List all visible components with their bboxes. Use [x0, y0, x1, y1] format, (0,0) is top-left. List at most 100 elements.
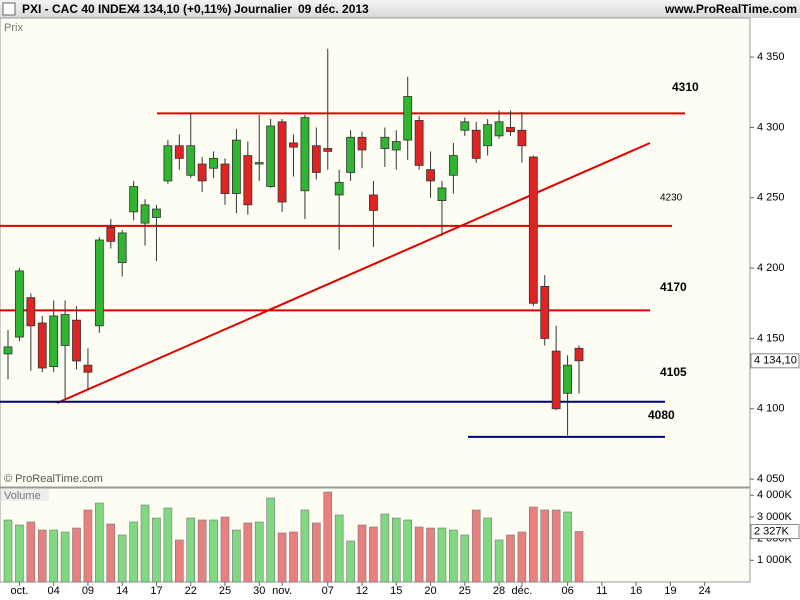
date: 09 déc. 2013	[298, 2, 369, 16]
y-tick-label: 4 300	[757, 121, 785, 133]
candle-body	[471, 129, 481, 159]
x-tick-label: 25	[459, 585, 471, 597]
x-tick-label: oct.	[11, 585, 29, 597]
candle-body	[37, 322, 47, 369]
menu-icon[interactable]	[2, 2, 16, 16]
x-tick-label: 06	[561, 585, 573, 597]
candle-body	[83, 364, 93, 373]
volume-bar	[26, 521, 36, 583]
candle-body	[403, 96, 413, 141]
candle-body	[49, 315, 59, 367]
volume-bar	[483, 517, 492, 583]
candle-body	[163, 145, 173, 182]
candle-body	[414, 120, 424, 166]
symbol: PXI - CAC 40 INDEX	[22, 2, 135, 16]
volume-bar	[83, 509, 93, 583]
volume-bar	[449, 529, 458, 583]
volume-bar	[220, 516, 230, 583]
candle-body	[391, 141, 401, 151]
y-tick-label: 4 250	[757, 192, 785, 204]
volume-bar	[540, 509, 550, 583]
volume-bar	[437, 527, 447, 583]
candle-body	[220, 163, 230, 194]
x-tick-label: nov.	[272, 585, 292, 597]
volume-bar	[37, 529, 47, 583]
volume-bar	[49, 529, 58, 583]
candle-body	[323, 148, 333, 152]
header-bar	[0, 0, 800, 18]
candle-body	[15, 270, 24, 338]
x-tick-label: 19	[664, 585, 676, 597]
candle-body	[106, 226, 116, 242]
x-tick-label: 04	[48, 585, 60, 597]
trend-line	[56, 142, 651, 404]
panel-title: Volume	[4, 490, 41, 502]
candle-body	[346, 136, 356, 173]
volume-bar	[152, 517, 161, 583]
level-label: 4080	[648, 408, 675, 422]
y-tick-label: 4 200	[757, 262, 785, 274]
level-label: 4310	[672, 80, 699, 94]
volume-bar	[232, 529, 241, 583]
y-tick-label: 4 050	[757, 473, 785, 485]
y-tick-label: 4 000K	[757, 489, 793, 501]
volume-bar	[266, 497, 275, 583]
level-label: 4170	[660, 280, 687, 294]
volume-bar	[15, 524, 24, 583]
volume-bar	[323, 491, 333, 583]
candle-body	[460, 121, 470, 131]
volume-bar	[334, 514, 344, 583]
candle-body	[231, 139, 241, 194]
candle-body	[517, 129, 527, 147]
candle-body	[574, 347, 584, 362]
y-tick-label: 4 350	[757, 51, 785, 63]
volume-bar	[209, 519, 218, 583]
last-price-box	[750, 353, 800, 369]
candle-body	[563, 364, 572, 394]
candle-body	[494, 121, 504, 137]
volume-bar	[129, 521, 138, 583]
candle-body	[289, 142, 298, 148]
candle-body	[243, 155, 253, 206]
candle-body	[140, 204, 150, 224]
y-tick-label: 4 150	[757, 332, 785, 344]
volume-title-box	[1, 489, 49, 501]
copyright: © ProRealTime.com	[4, 473, 103, 485]
volume-bar	[426, 527, 435, 583]
volume-bar	[106, 523, 116, 583]
volume-bar	[186, 517, 196, 583]
candle-body	[448, 155, 458, 176]
volume-bar	[163, 507, 173, 583]
volume-bar	[529, 506, 538, 583]
candle-body	[483, 124, 493, 147]
x-tick-label: 14	[116, 585, 128, 597]
last-price-label: 4 134,10	[754, 355, 797, 367]
x-tick-label: 25	[219, 585, 231, 597]
volume-bar	[3, 519, 13, 583]
volume-bar	[460, 534, 470, 583]
volume-bar	[403, 519, 413, 583]
level-label: 4105	[660, 365, 687, 379]
candle-body	[334, 181, 344, 196]
candle-body	[551, 350, 561, 410]
candle-body	[254, 162, 264, 165]
x-tick-label: 30	[253, 585, 265, 597]
last-volume-label: 2 327K	[754, 525, 790, 537]
x-tick-label: déc.	[512, 585, 533, 597]
volume-bar	[551, 509, 561, 583]
site-link[interactable]: www.ProRealTime.com	[664, 2, 797, 16]
volume-bar	[506, 534, 515, 583]
volume-bar	[574, 531, 584, 583]
x-tick-label: 12	[356, 585, 368, 597]
x-tick-label: 07	[322, 585, 334, 597]
volume-bar	[414, 526, 424, 583]
volume-bar	[300, 509, 310, 583]
candle-body	[129, 186, 139, 213]
candle-body	[3, 346, 13, 355]
candle-body	[506, 127, 515, 133]
volume-bar	[60, 531, 70, 583]
volume-bar	[471, 509, 481, 583]
candle-body	[369, 194, 378, 211]
x-tick-label: 15	[390, 585, 402, 597]
